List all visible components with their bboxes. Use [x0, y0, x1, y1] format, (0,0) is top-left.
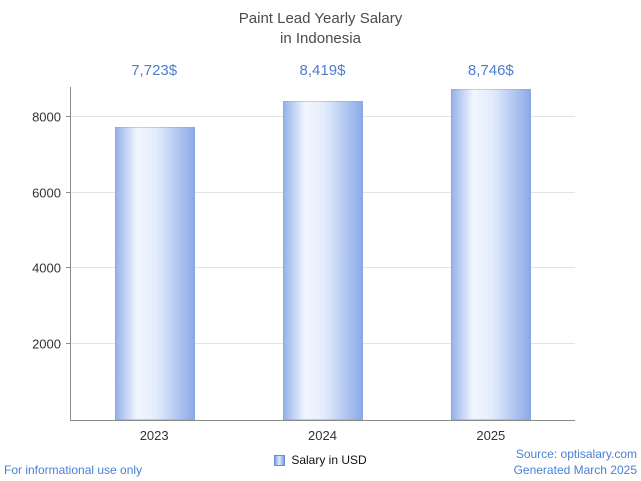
bar-value-label: 8,419$ — [299, 61, 346, 79]
bar-column — [407, 87, 575, 420]
x-axis-label: 2025 — [476, 427, 506, 443]
x-axis-label: 2024 — [308, 427, 337, 443]
bar-2025 — [451, 88, 531, 420]
disclaimer-text: For informational use only — [4, 463, 143, 477]
legend-label: Salary in USD — [291, 453, 367, 467]
legend: Salary in USD — [0, 453, 641, 467]
x-axis-label: 2023 — [139, 427, 169, 443]
bar-value-label: 8,746$ — [467, 61, 514, 79]
generated-date: Generated March 2025 — [513, 462, 637, 477]
plot-wrap: 2000 4000 6000 8000 — [32, 86, 575, 421]
bars-container — [71, 87, 575, 420]
legend-swatch-icon — [274, 454, 286, 466]
chart-title-line1: Paint Lead Yearly Salary — [238, 10, 403, 27]
y-tick-label: 2000 — [32, 336, 61, 352]
bar-2023 — [115, 127, 195, 420]
chart-title-line2: in Indonesia — [280, 29, 361, 47]
y-tick-mark — [66, 267, 71, 269]
bar-value-labels: 7,723$ 8,419$ 8,746$ — [70, 62, 575, 79]
source-link[interactable]: Source: optisalary.com — [515, 446, 637, 461]
bar-2024 — [283, 101, 363, 420]
y-tick-label: 6000 — [32, 185, 61, 201]
plot-area: 2000 4000 6000 8000 — [32, 86, 575, 421]
y-tick-mark — [66, 115, 71, 117]
bar-column — [71, 87, 239, 420]
footer-attribution: Source: optisalary.com Generated March 2… — [514, 446, 637, 478]
y-tick-mark — [66, 191, 71, 193]
bar-value-label: 7,723$ — [131, 61, 178, 79]
x-axis-labels: 2023 2024 2025 — [70, 428, 575, 443]
bar-column — [239, 87, 407, 420]
y-tick-mark — [66, 342, 71, 344]
chart-title: Paint Lead Yearly Salary in Indonesia — [0, 0, 641, 49]
y-tick-label: 4000 — [32, 260, 61, 276]
y-tick-label: 8000 — [32, 109, 61, 125]
